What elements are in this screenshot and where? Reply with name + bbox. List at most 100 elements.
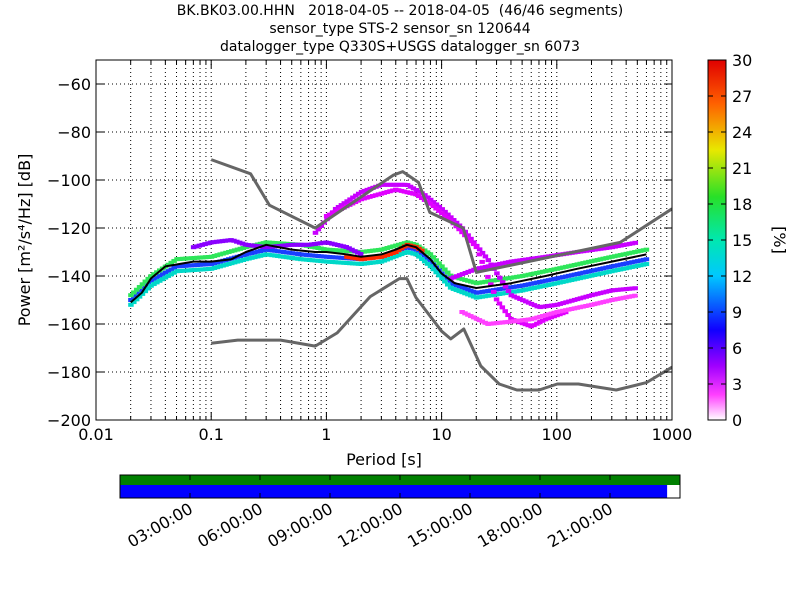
psd-cell [381,258,388,263]
psd-cell [257,248,264,253]
psd-cell [612,268,618,273]
psd-cell [249,255,255,260]
psd-cell [468,236,474,241]
psd-cell [482,279,488,284]
psd-cell [473,295,480,300]
timeline-time-label: 06:00:00 [194,499,266,551]
psd-cell [640,257,647,262]
psd-cell [323,240,329,245]
psd-cell [413,187,420,192]
psd-cell [635,249,641,254]
psd-cell [303,242,309,247]
psd-cell [568,263,575,268]
psd-cell [468,314,474,319]
psd-cell [511,259,518,264]
timeline-time-label: 15:00:00 [404,499,476,551]
psd-cell [324,254,330,259]
psd-cell [321,259,327,264]
psd-cell [436,208,442,213]
psd-cell [517,296,523,301]
data-coverage-timeline: 03:00:0006:00:0009:00:0012:00:0015:00:00… [119,474,681,551]
psd-cell [519,273,526,278]
psd-cell [629,250,635,255]
psd-cell [410,186,417,191]
psd-cell [618,243,624,248]
psd-cell [289,255,295,260]
psd-cell [396,242,402,247]
psd-cell [479,289,486,294]
psd-cell [236,240,243,245]
psd-cell [447,285,454,290]
psd-cell [643,262,650,267]
psd-cell [190,245,197,250]
psd-cell [548,282,555,287]
psd-cell [531,271,537,276]
psd-cell [568,306,575,311]
colorbar-tick-label: 18 [732,195,752,214]
psd-cell [291,242,298,247]
psd-cell [637,248,644,253]
psd-cell [632,286,638,291]
psd-cell [548,277,555,282]
psd-cell [623,266,630,271]
psd-cell [355,261,362,266]
psd-cell [485,293,491,298]
psd-cell [314,241,321,246]
psd-cell [326,259,333,264]
psd-cell [459,285,465,290]
psd-cell [620,295,627,300]
psd-cell [600,300,607,305]
psd-cell [257,241,264,246]
psd-cell [194,255,200,260]
psd-cell [485,264,492,269]
psd-cell [223,262,229,267]
psd-cell [520,257,526,262]
psd-cell [171,270,177,275]
psd-cell [340,244,347,249]
psd-cell [225,238,231,243]
psd-cell [525,282,532,287]
psd-cell [444,277,451,282]
psd-cell [614,296,621,301]
psd-cell [479,280,486,285]
psd-cell [375,247,382,252]
psd-cell [637,258,644,263]
psd-cell [447,218,454,223]
psd-cell [252,255,258,260]
psd-cell [444,282,451,287]
psd-cell [324,259,330,264]
noise-model-layer [130,158,672,392]
psd-cell [231,238,237,243]
psd-cell [496,287,503,292]
psd-cell [421,254,428,259]
psd-cell [473,245,480,250]
psd-cell [522,282,529,287]
psd-cell [441,213,448,218]
psd-cell [609,254,615,259]
psd-cell [502,291,509,296]
psd-cell [326,212,333,217]
psd-cell [216,239,223,244]
psd-cell [643,257,650,262]
psd-cell [182,268,189,273]
psd-cell [592,247,598,252]
psd-cell [292,256,298,261]
x-tick-label: 1 [321,425,331,444]
psd-cell [433,270,439,275]
psd-cell [387,256,393,261]
psd-cell [364,249,370,254]
psd-cell [430,267,437,272]
psd-cell [557,280,563,285]
psd-cell [606,255,612,260]
psd-cell [525,317,532,322]
psd-cell [626,241,633,246]
psd-cell [600,256,606,261]
psd-cell [315,227,322,232]
psd-cell [534,321,540,326]
psd-cell [315,258,321,263]
colorbar-tick-label: 6 [732,339,742,358]
psd-cell [565,278,572,283]
psd-cell [560,308,566,313]
psd-cell [626,265,632,270]
psd-cell [344,254,350,259]
